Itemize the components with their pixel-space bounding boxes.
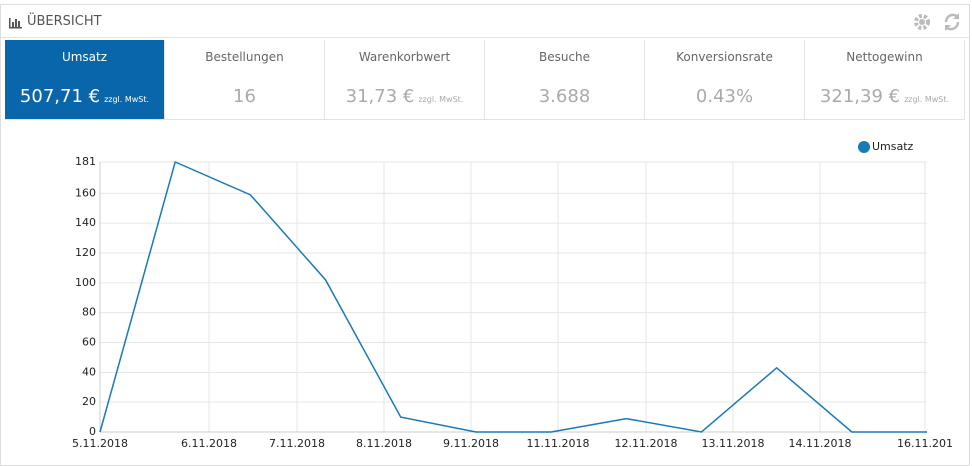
kpi-value: 321,39 € zzgl. MwSt. bbox=[805, 86, 964, 107]
chart-icon bbox=[9, 18, 22, 29]
kpi-number: 507,71 € bbox=[19, 86, 101, 107]
x-tick-label: 6.11.2018 bbox=[181, 437, 237, 450]
y-tick-label: 120 bbox=[75, 246, 96, 259]
y-tick-label: 20 bbox=[82, 395, 96, 408]
panel: ÜBERSICHT Umsatz 507,71 € zzgl. MwSt. Beste… bbox=[0, 4, 970, 466]
x-tick-label: 5.11.2018 bbox=[72, 437, 128, 450]
kpi-tile[interactable]: Bestellungen 16 bbox=[165, 40, 325, 120]
kpi-value: 507,71 € zzgl. MwSt. bbox=[5, 86, 164, 107]
y-tick-label: 80 bbox=[82, 306, 96, 319]
kpi-row: Umsatz 507,71 € zzgl. MwSt. Bestellungen 16 W… bbox=[5, 40, 965, 120]
kpi-value: 16 bbox=[165, 86, 324, 107]
panel-header: ÜBERSICHT bbox=[1, 5, 969, 38]
x-tick-label: 8.11.2018 bbox=[356, 437, 412, 450]
x-tick-label: 16.11.201 bbox=[897, 437, 953, 450]
kpi-number: 0.43% bbox=[695, 86, 754, 107]
x-tick-label: 12.11.2018 bbox=[615, 437, 678, 450]
kpi-note: zzgl. MwSt. bbox=[418, 95, 464, 104]
settings-button[interactable] bbox=[907, 5, 937, 37]
kpi-label: Konversionsrate bbox=[676, 50, 773, 64]
kpi-tile[interactable]: Konversionsrate 0.43% bbox=[645, 40, 805, 120]
kpi-tile[interactable]: Nettogewinn 321,39 € zzgl. MwSt. bbox=[805, 40, 965, 120]
kpi-value: 3.688 bbox=[485, 86, 644, 107]
x-tick-label: 11.11.2018 bbox=[527, 437, 590, 450]
x-tick-label: 14.11.2018 bbox=[789, 437, 852, 450]
kpi-number: 31,73 € bbox=[345, 86, 415, 107]
kpi-number: 321,39 € bbox=[819, 86, 901, 107]
panel-title: ÜBERSICHT bbox=[27, 14, 102, 29]
legend-label: Umsatz bbox=[872, 140, 914, 153]
y-tick-label: 140 bbox=[75, 216, 96, 229]
kpi-tile[interactable]: Besuche 3.688 bbox=[485, 40, 645, 120]
kpi-tile[interactable]: Warenkorbwert 31,73 € zzgl. MwSt. bbox=[325, 40, 485, 120]
y-tick-label: 60 bbox=[82, 335, 96, 348]
kpi-label: Nettogewinn bbox=[846, 50, 923, 64]
kpi-number: 16 bbox=[233, 86, 256, 107]
kpi-label: Warenkorbwert bbox=[358, 50, 451, 64]
kpi-value: 0.43% bbox=[645, 86, 804, 107]
x-tick-label: 13.11.2018 bbox=[702, 437, 765, 450]
kpi-note: zzgl. MwSt. bbox=[904, 95, 950, 104]
kpi-value: 31,73 € zzgl. MwSt. bbox=[325, 86, 484, 107]
x-tick-label: 9.11.2018 bbox=[443, 437, 499, 450]
kpi-number: 3.688 bbox=[538, 86, 591, 107]
x-tick-label: 7.11.2018 bbox=[269, 437, 325, 450]
y-tick-label: 0 bbox=[89, 425, 96, 438]
y-tick-label: 181 bbox=[75, 155, 96, 168]
kpi-note: zzgl. MwSt. bbox=[104, 95, 150, 104]
kpi-label: Bestellungen bbox=[205, 50, 284, 64]
series-line bbox=[99, 160, 927, 433]
legend-swatch bbox=[858, 141, 870, 153]
y-tick-label: 160 bbox=[75, 186, 96, 199]
kpi-tile[interactable]: Umsatz 507,71 € zzgl. MwSt. bbox=[5, 40, 165, 120]
kpi-label: Umsatz bbox=[61, 50, 108, 64]
y-tick-label: 100 bbox=[75, 276, 96, 289]
y-tick-label: 40 bbox=[82, 365, 96, 378]
kpi-label: Besuche bbox=[538, 50, 591, 64]
refresh-button[interactable] bbox=[937, 5, 967, 37]
